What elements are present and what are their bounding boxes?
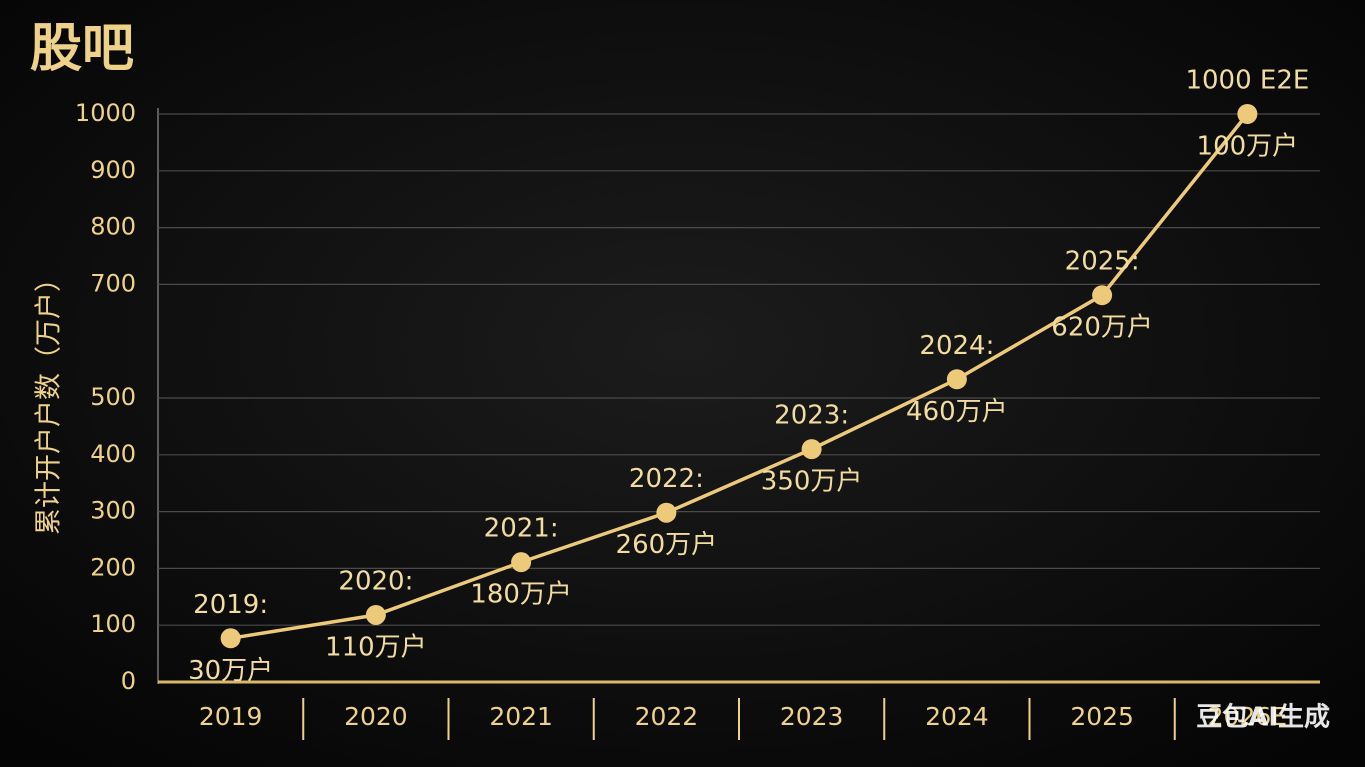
- y-tick-label: 200: [90, 553, 136, 581]
- point: [801, 439, 822, 460]
- annotation-bottom: 110万户: [325, 632, 427, 662]
- watermark: 豆包AI生成: [1196, 702, 1330, 733]
- y-tick-label: 700: [90, 269, 136, 297]
- annotation-top: 2019:: [193, 590, 268, 620]
- annotation-top: 2020:: [338, 566, 413, 596]
- x-tick-label: 2021: [489, 702, 553, 731]
- annotation-top: 1000 E2E: [1185, 66, 1309, 96]
- annotation-bottom: 100万户: [1197, 132, 1299, 162]
- y-tick-label: 500: [90, 383, 136, 411]
- annotation-bottom: 30万户: [188, 656, 273, 686]
- y-tick-label: 400: [90, 440, 136, 468]
- annotation-bottom: 260万户: [616, 530, 718, 560]
- x-tick-label: 2023: [780, 702, 844, 731]
- x-tick-label: 2025: [1070, 702, 1134, 731]
- y-tick-label: 0: [121, 667, 136, 695]
- y-tick-label: 800: [90, 213, 136, 241]
- x-tick-label: 2024: [925, 702, 989, 731]
- y-tick-label: 900: [90, 156, 136, 184]
- annotation-top: 2022:: [629, 464, 704, 494]
- annotation-top: 2025:: [1065, 247, 1140, 277]
- y-tick-label: 100: [90, 610, 136, 638]
- point: [1237, 104, 1258, 124]
- point: [511, 552, 532, 573]
- x-tick-label: 2019: [199, 702, 263, 731]
- point: [1092, 285, 1113, 306]
- y-tick-label: 1000: [75, 99, 136, 127]
- annotation-bottom: 350万户: [761, 467, 863, 497]
- annotation-bottom: 460万户: [906, 397, 1008, 427]
- line: [230, 112, 1249, 640]
- annotation-top: 2023:: [774, 401, 849, 431]
- point: [656, 502, 677, 523]
- chart-title: 股吧: [30, 19, 134, 79]
- x-tick-label: 2022: [635, 702, 699, 731]
- y-axis-label: 累计开户户数（万户）: [34, 265, 65, 535]
- annotation-top: 2024:: [919, 331, 994, 361]
- point: [946, 369, 967, 390]
- x-tick-label: 2026E: [1208, 702, 1287, 731]
- annotation-top: 2021:: [484, 514, 559, 544]
- y-tick-label: 300: [90, 497, 136, 525]
- x-tick-label: 2020: [344, 702, 408, 731]
- point: [220, 628, 241, 649]
- annotation-bottom: 620万户: [1051, 313, 1153, 343]
- annotation-bottom: 180万户: [470, 580, 572, 610]
- point: [365, 604, 386, 625]
